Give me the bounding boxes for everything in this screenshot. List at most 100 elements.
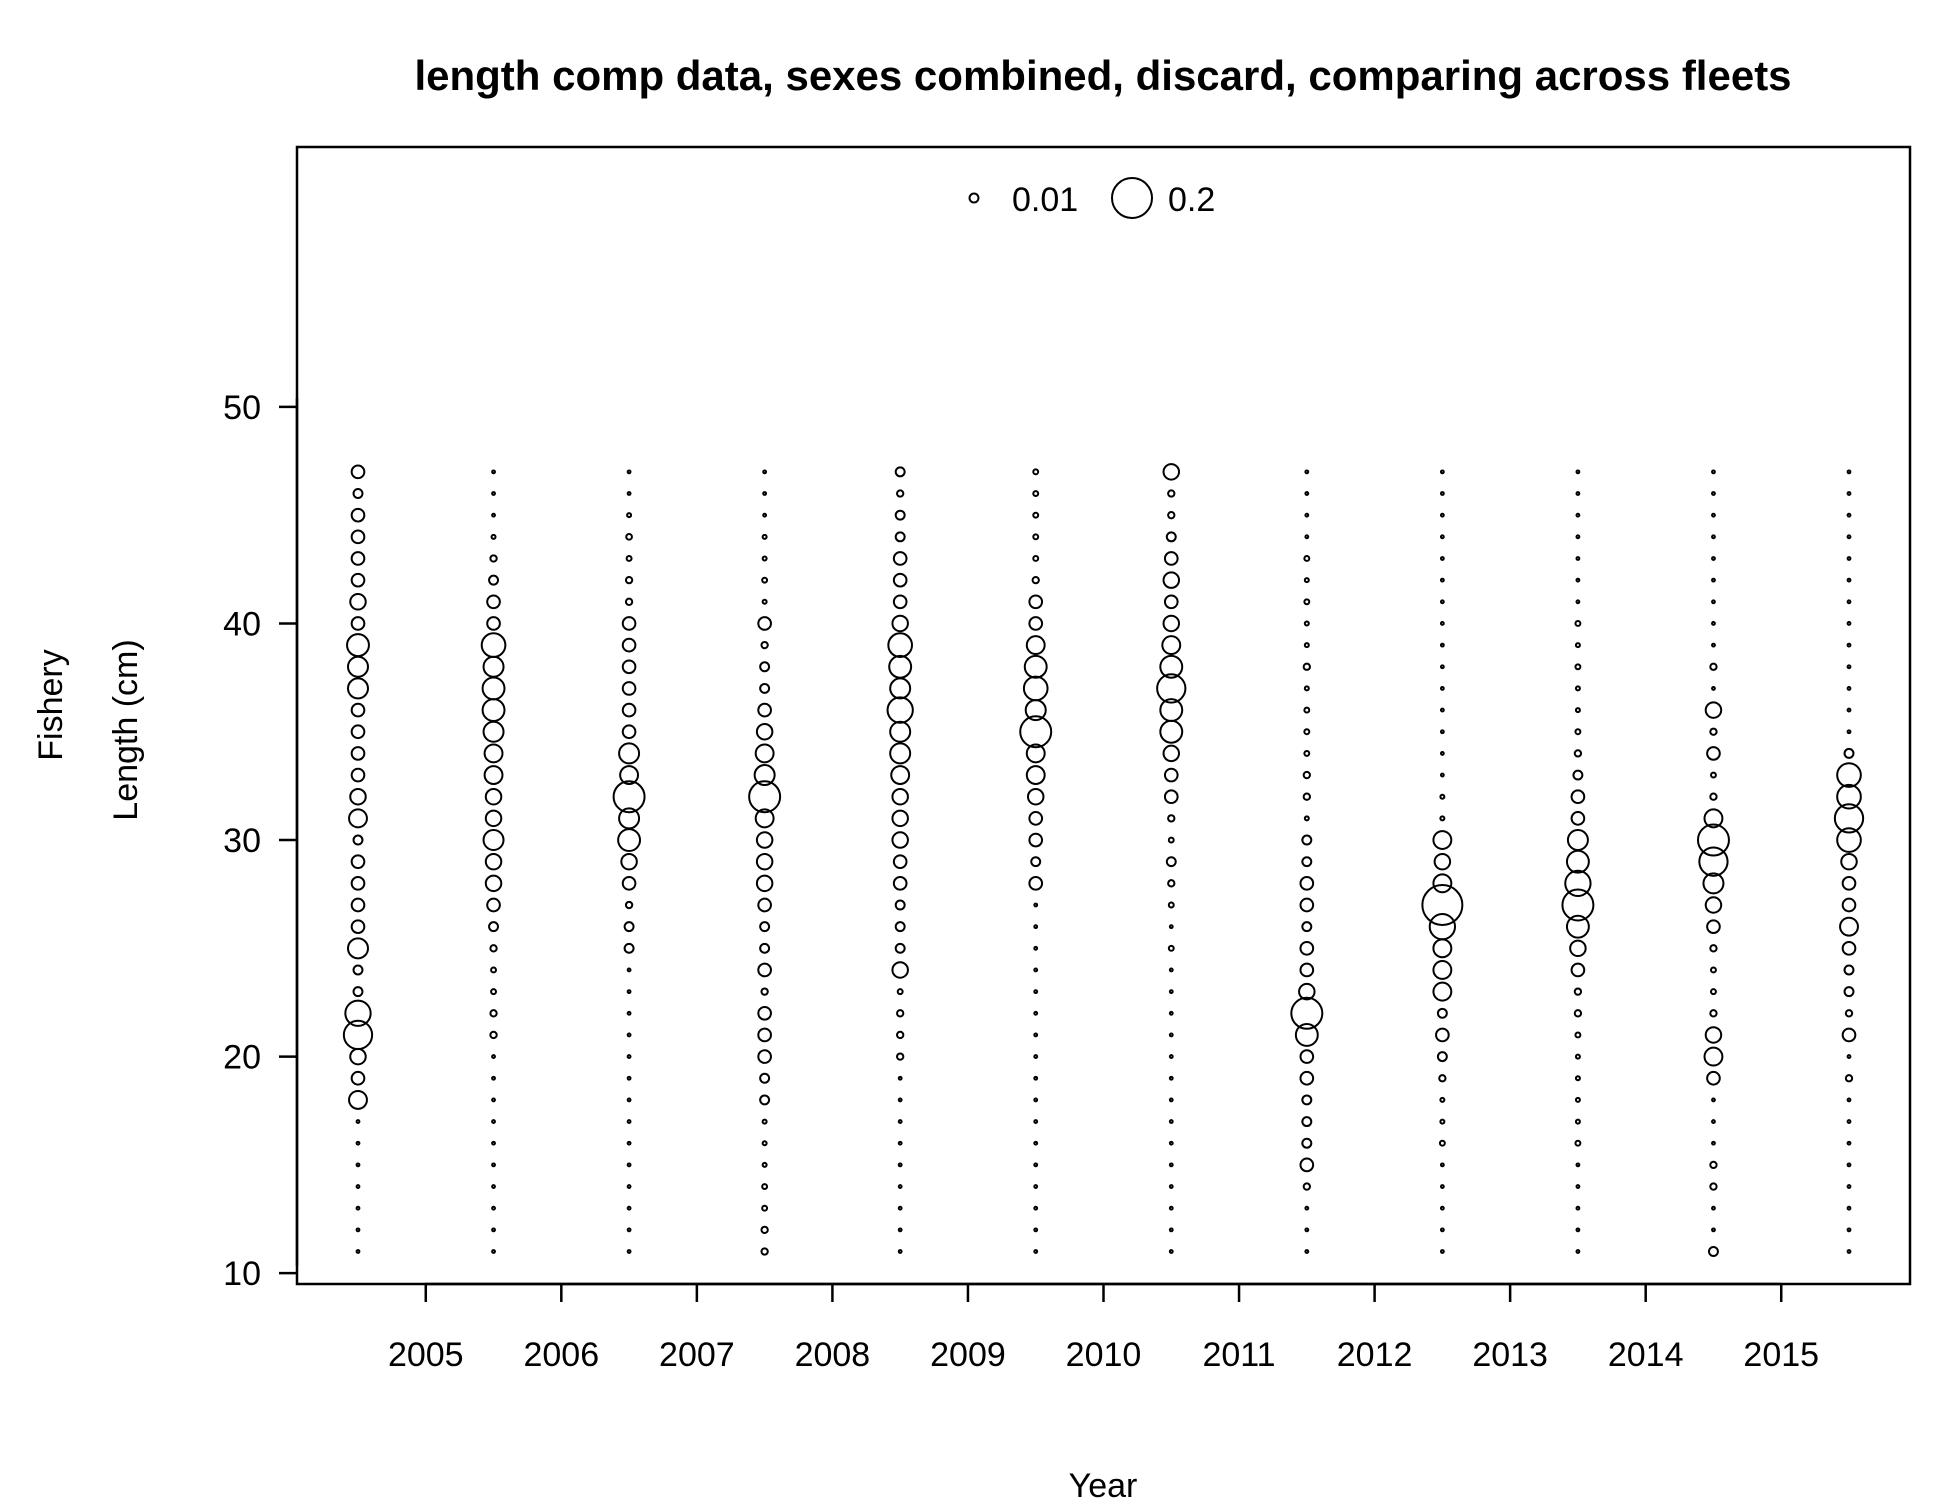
bubble [1575, 577, 1581, 583]
bubble [1299, 940, 1315, 956]
bubble [1301, 834, 1313, 846]
bubble [1301, 1137, 1313, 1149]
bubble-column-2011 [1156, 463, 1187, 1254]
bubble [897, 1162, 903, 1168]
bubble [1709, 1160, 1718, 1170]
bubble [480, 632, 507, 658]
bubble [1294, 1022, 1319, 1047]
bubble [1846, 1140, 1852, 1146]
bubble [1439, 621, 1445, 626]
bubble [1159, 654, 1184, 679]
bubble [1304, 491, 1310, 496]
y-axis-label-line-2: Length (cm) [107, 639, 145, 820]
bubble [1303, 706, 1311, 714]
legend-label-small: 0.01 [1012, 181, 1078, 219]
bubble [626, 1054, 632, 1060]
bubble [891, 831, 909, 849]
bubble [1574, 1075, 1581, 1082]
bubble [1033, 1032, 1039, 1038]
bubble [1028, 832, 1044, 848]
x-axis: 2005 2006 2007 2008 2009 2010 2011 2012 2013 2014… [388, 1282, 1819, 1374]
bubble [626, 1184, 632, 1189]
bubble [1706, 746, 1721, 761]
bubble-column-2006 [480, 469, 507, 1254]
bubble [355, 1249, 361, 1254]
bubble [761, 555, 768, 562]
bubble [1439, 815, 1446, 822]
bubble [1302, 770, 1311, 780]
bubble [1439, 1205, 1445, 1211]
bubble [1168, 1140, 1174, 1146]
bubble [1168, 1227, 1174, 1233]
bubble [342, 1019, 374, 1051]
bubble [896, 1009, 905, 1018]
bubble [350, 919, 366, 934]
chart-title: length comp data, sexes combined, discar… [414, 52, 1791, 99]
bubble [1304, 534, 1310, 540]
bubble [1710, 988, 1717, 996]
bubble [1298, 982, 1316, 1001]
bubble [891, 961, 909, 979]
bubble [1025, 765, 1046, 786]
bubble [1573, 1009, 1583, 1018]
bubble [486, 616, 501, 631]
bubble [1432, 830, 1453, 850]
bubble [488, 574, 500, 586]
bubble [626, 1075, 632, 1081]
bubble [1844, 1009, 1854, 1018]
bubble [1168, 924, 1174, 930]
bubble [1711, 534, 1716, 540]
bubble [1436, 1007, 1448, 1019]
bubble [1033, 1205, 1039, 1211]
bubble [762, 491, 768, 496]
bubble-column-2013 [1421, 469, 1464, 1254]
bubble [1575, 556, 1581, 561]
bubble [626, 469, 632, 475]
bubble [761, 1161, 768, 1168]
bubble [1846, 491, 1852, 496]
bubble [1574, 685, 1581, 692]
bubble [1303, 555, 1311, 562]
bubble [1704, 1026, 1723, 1044]
bubble [352, 834, 364, 846]
bubble [1844, 1074, 1854, 1083]
bubble [344, 999, 372, 1027]
y-tick-label: 20 [223, 1039, 261, 1077]
bubble [894, 509, 906, 521]
bubble [1301, 1116, 1313, 1128]
bubble [1565, 914, 1590, 939]
bubble [346, 633, 370, 658]
bubble [755, 852, 774, 871]
bubble-layer [342, 463, 1865, 1257]
bubble [1709, 662, 1718, 671]
bubble [1299, 1157, 1315, 1173]
bubble [1167, 489, 1176, 498]
bubble [894, 921, 906, 933]
bubble [626, 491, 632, 496]
bubble [346, 937, 369, 960]
bubble [1438, 1139, 1446, 1147]
bubble [1167, 836, 1175, 844]
bubble [1846, 621, 1852, 626]
bubble [1574, 1096, 1581, 1103]
bubble [626, 1205, 632, 1211]
bubble [491, 1075, 496, 1081]
y-tick-label: 10 [223, 1255, 261, 1293]
bubble [626, 1162, 632, 1168]
bubble [1846, 1162, 1852, 1168]
bubble [612, 780, 646, 814]
bubble [1304, 469, 1310, 475]
bubble [1168, 989, 1174, 995]
bubble [1023, 654, 1048, 679]
bubble [761, 598, 768, 605]
bubble [626, 1010, 632, 1016]
bubble [349, 593, 367, 611]
x-tick-label: 2011 [1202, 1336, 1275, 1374]
bubble [1032, 555, 1040, 562]
bubble [1033, 989, 1039, 995]
bubble [489, 1009, 498, 1018]
bubble [1301, 1094, 1313, 1106]
bubble [1022, 675, 1049, 702]
bubble [1709, 1009, 1718, 1018]
x-axis-label: Year [1069, 1467, 1138, 1500]
